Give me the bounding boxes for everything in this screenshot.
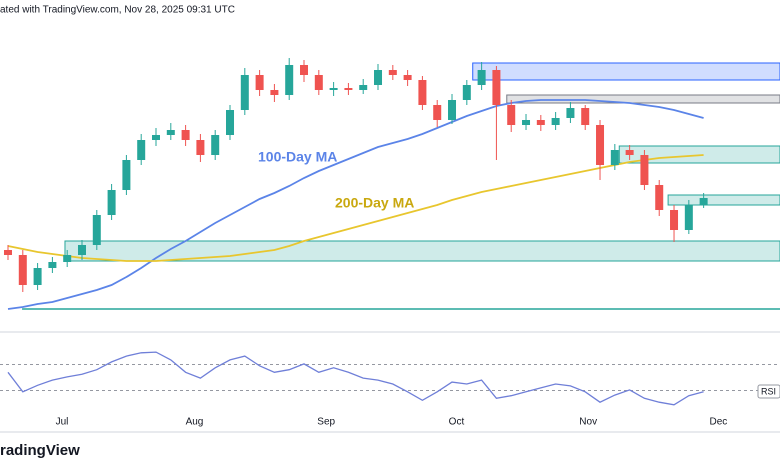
candle-body — [314, 75, 323, 90]
candle-body — [551, 118, 560, 125]
x-tick-label: Aug — [186, 417, 204, 428]
zone — [472, 62, 780, 81]
zone — [506, 94, 780, 104]
candle-body — [63, 255, 72, 262]
candle-body — [329, 88, 338, 90]
candle-body — [670, 210, 679, 230]
x-tick-label: Sep — [317, 417, 335, 428]
x-tick-label: Nov — [579, 417, 597, 428]
candle-body — [462, 85, 471, 100]
candle-body — [240, 75, 249, 110]
candle-body — [48, 262, 57, 268]
candle-body — [270, 90, 279, 95]
candle-body — [374, 70, 383, 85]
candle-body — [507, 105, 516, 125]
candle-body — [255, 75, 264, 90]
candle-body — [181, 130, 190, 140]
candle-body — [640, 155, 649, 185]
candle-body — [33, 268, 42, 285]
candle-body — [699, 198, 708, 205]
ma-label: 200-Day MA — [335, 195, 414, 211]
candle-body — [418, 80, 427, 105]
candle-body — [285, 65, 294, 95]
ma-label: 100-Day MA — [258, 149, 337, 165]
rsi-label: RSI — [761, 386, 776, 396]
candle-body — [625, 150, 634, 155]
logo-text: radingView — [0, 442, 80, 459]
candle-body — [122, 160, 131, 190]
rsi-line — [7, 351, 704, 406]
candle-body — [477, 70, 486, 85]
candle-body — [211, 135, 220, 155]
candle-body — [596, 125, 605, 165]
candle-body — [92, 215, 101, 245]
chart-title: ated with TradingView.com, Nov 28, 2025 … — [0, 5, 235, 16]
candle-body — [566, 108, 575, 118]
candle-body — [107, 190, 116, 215]
candle-body — [388, 70, 397, 75]
candle-body — [522, 120, 531, 125]
candle-body — [226, 110, 235, 135]
candle-body — [581, 108, 590, 125]
candle-body — [344, 88, 353, 90]
candle-body — [492, 70, 501, 105]
candle-body — [166, 130, 175, 135]
candle-body — [359, 85, 368, 90]
candle-body — [433, 105, 442, 120]
candle-body — [655, 185, 664, 210]
candle-body — [18, 255, 27, 285]
x-tick-label: Oct — [449, 417, 465, 428]
candle-body — [610, 150, 619, 165]
candle-body — [536, 120, 545, 125]
candle-body — [684, 205, 693, 230]
candle-body — [196, 140, 205, 155]
zone — [667, 194, 780, 206]
candle-body — [3, 250, 12, 255]
rsi-badge — [757, 384, 780, 399]
candle-body — [77, 245, 86, 255]
ma-line — [7, 154, 704, 262]
ma-line — [7, 99, 704, 310]
x-tick-label: Jul — [56, 417, 69, 428]
zone — [64, 240, 780, 262]
x-tick-label: Dec — [710, 417, 728, 428]
candle-body — [448, 100, 457, 120]
candle-body — [152, 135, 160, 140]
candle-body — [137, 140, 146, 160]
candle-body — [403, 75, 412, 80]
candle-body — [300, 65, 309, 75]
